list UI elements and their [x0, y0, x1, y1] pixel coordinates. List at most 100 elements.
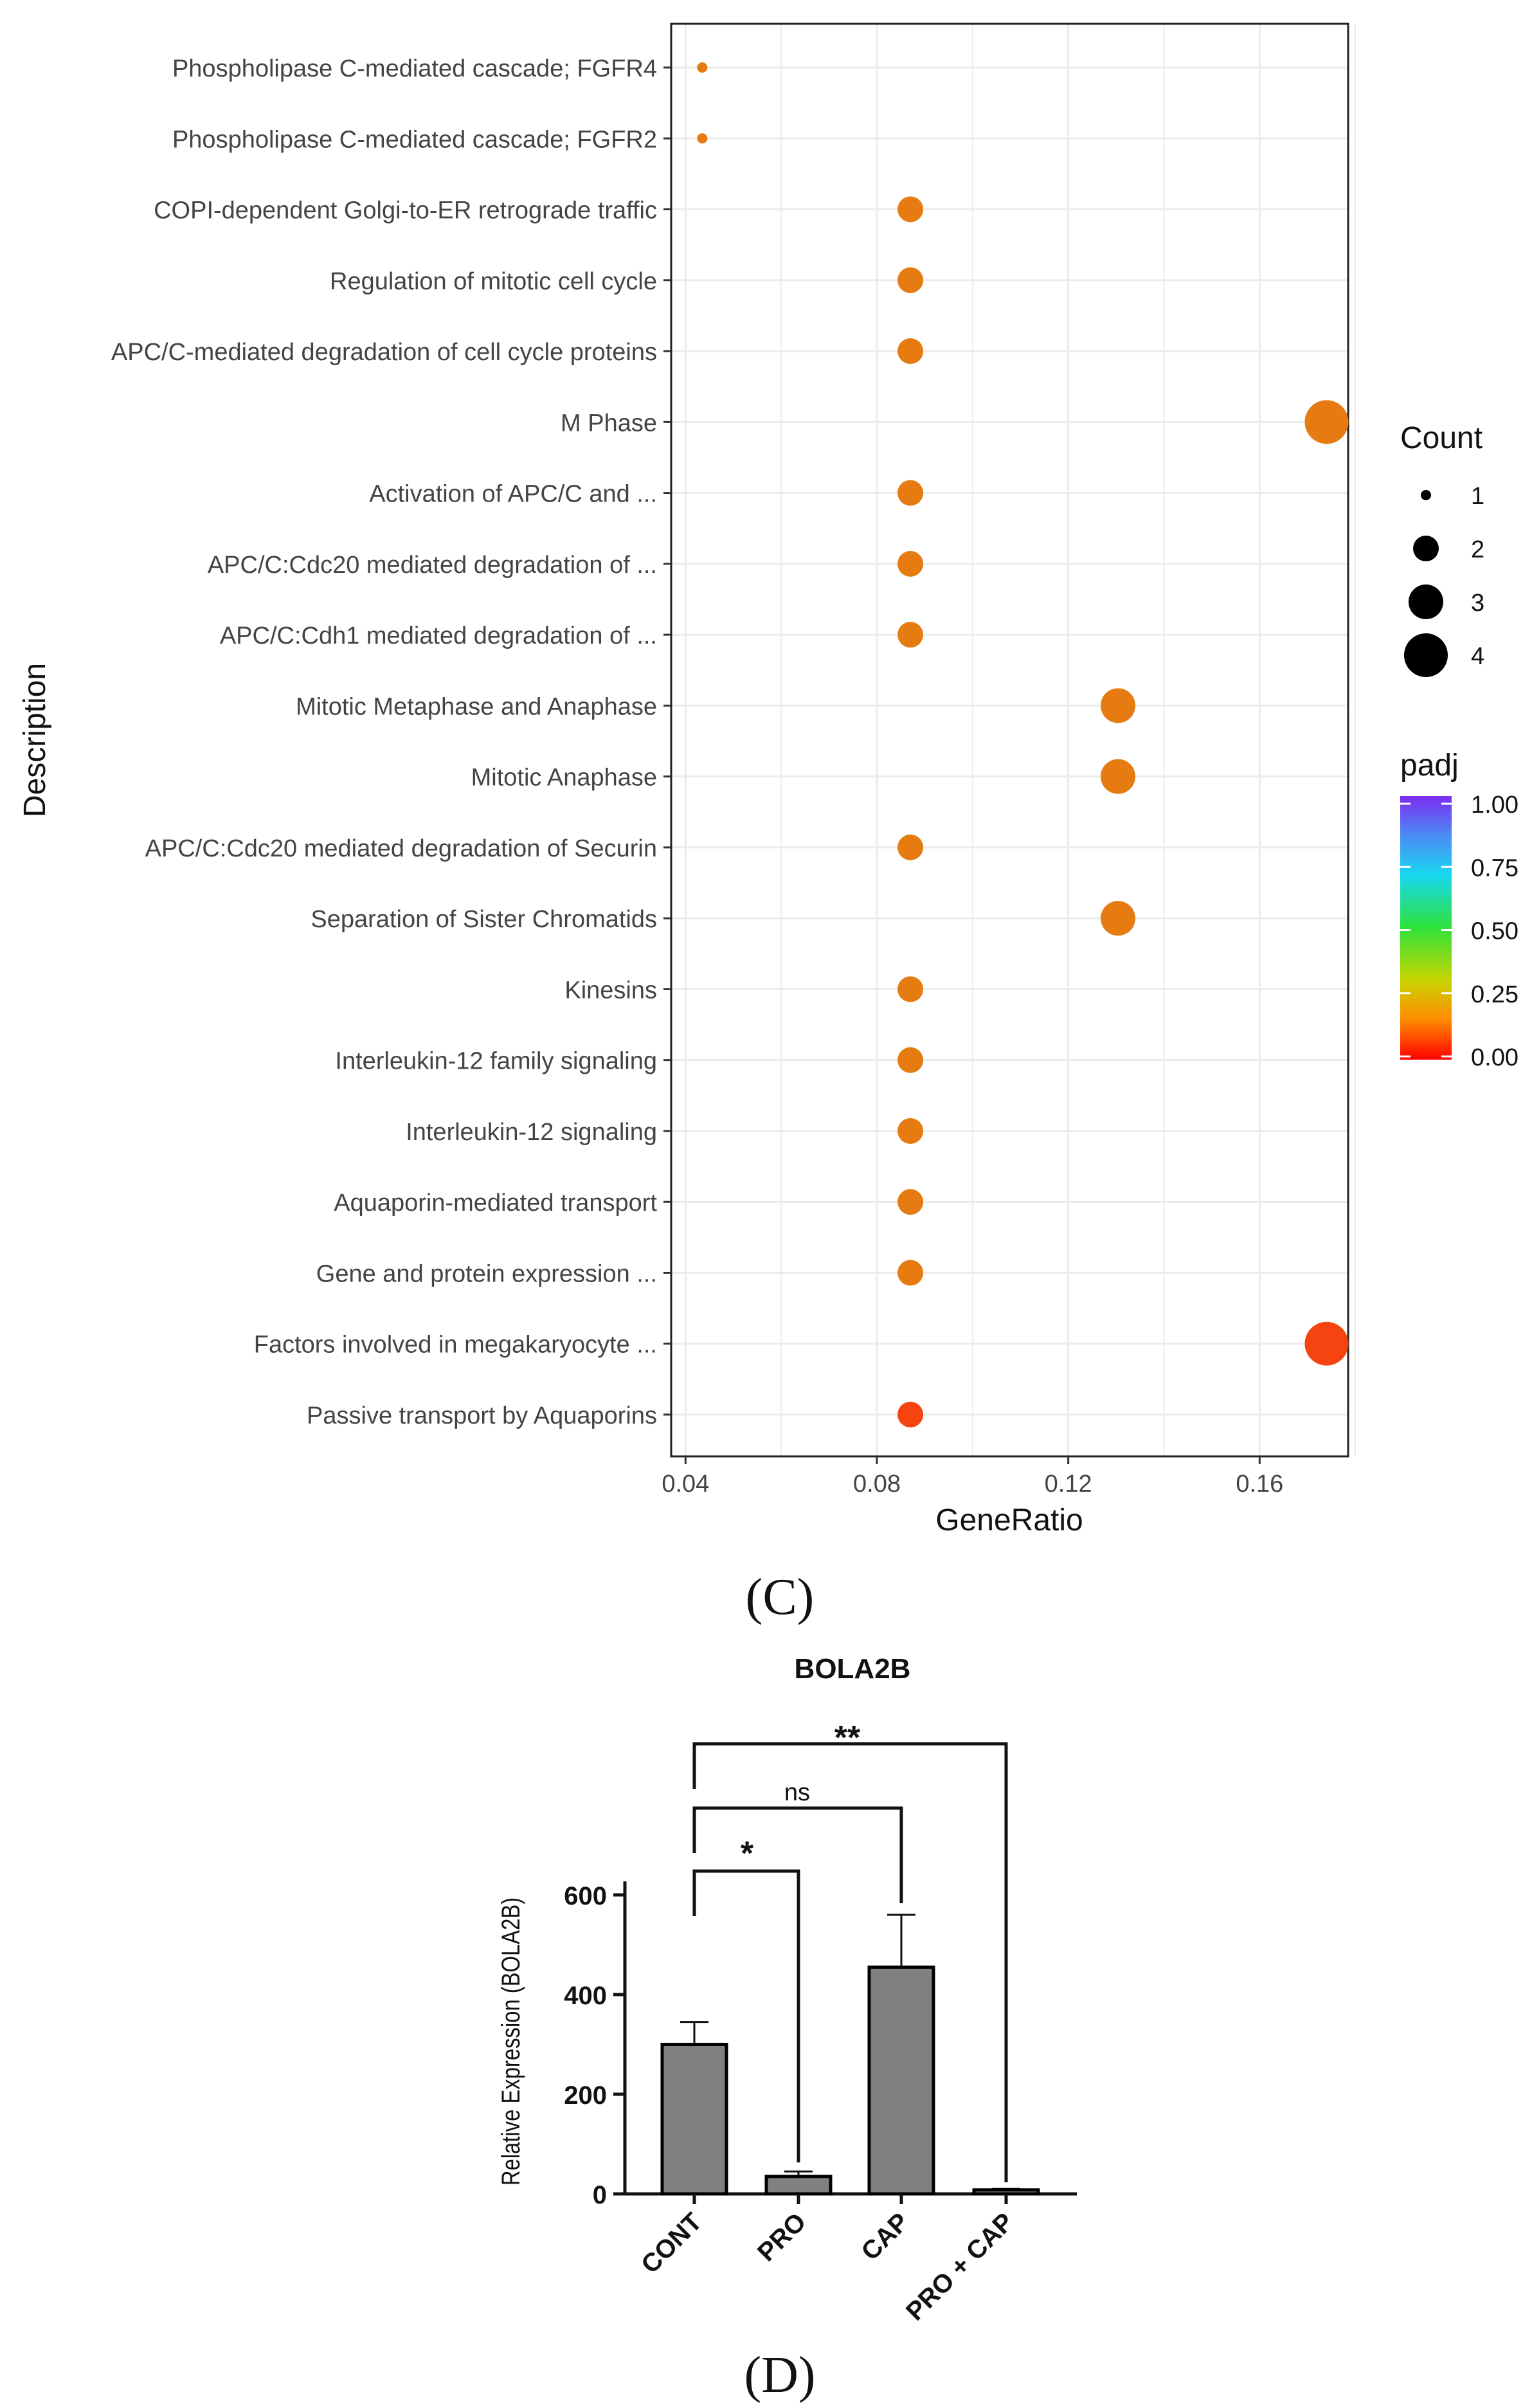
y-tick-label: Phospholipase C-mediated cascade; FGFR4	[172, 55, 657, 82]
count-legend-title: Count	[1400, 421, 1482, 455]
count-legend-dot	[1413, 536, 1439, 561]
padj-legend: padj 1.00 0.75 0.50 0.25 0.00	[1400, 748, 1518, 1071]
padj-tick-label: 1.00	[1471, 792, 1518, 819]
y-tick-label: Interleukin-12 family signaling	[335, 1048, 657, 1075]
data-point	[697, 62, 708, 73]
y-tick-label: Passive transport by Aquaporins	[307, 1402, 657, 1429]
y-tick-label: Factors involved in megakaryocyte ...	[254, 1332, 657, 1359]
padj-tick-label: 0.50	[1471, 918, 1518, 945]
dotplot-grid	[671, 24, 1356, 1456]
data-point	[897, 976, 924, 1002]
count-legend-dot	[1409, 584, 1443, 619]
y-tick-label: Mitotic Metaphase and Anaphase	[296, 693, 657, 720]
padj-legend-title: padj	[1400, 748, 1459, 783]
y-tick-label: Separation of Sister Chromatids	[311, 906, 657, 933]
x-tick-label: PRO + CAP	[901, 2207, 1019, 2326]
significance-bracket	[692, 1869, 800, 2163]
y-tick-label: Mitotic Anaphase	[471, 765, 657, 792]
y-tick-label: Phospholipase C-mediated cascade; FGFR2	[172, 126, 657, 153]
panel-label-d: (D)	[744, 2347, 815, 2403]
padj-tick-label: 0.75	[1471, 855, 1518, 882]
data-point	[897, 267, 924, 293]
data-point	[1101, 688, 1136, 723]
y-tick-label: 200	[564, 2081, 607, 2110]
bar	[764, 2175, 833, 2196]
count-legend-items: 1 2 3 4	[1404, 483, 1484, 677]
data-point	[897, 1402, 924, 1427]
count-legend-label: 1	[1471, 483, 1484, 510]
x-tick-label: CONT	[636, 2207, 707, 2279]
count-legend-label: 4	[1471, 643, 1484, 670]
y-tick-label: Aquaporin-mediated transport	[334, 1190, 657, 1217]
bar-chart-y-axis-title: Relative Expression (BOLA2B)	[496, 1897, 525, 2186]
dotplot-y-axis-title: Description	[18, 663, 52, 817]
x-tick-label: CAP	[856, 2207, 915, 2266]
y-tick-label: Regulation of mitotic cell cycle	[330, 268, 657, 295]
padj-tick-label: 0.25	[1471, 981, 1518, 1008]
bar	[660, 2043, 728, 2196]
y-tick-label: 600	[564, 1882, 607, 1910]
significance-label: *	[741, 1835, 754, 1872]
significance-label: ns	[784, 1779, 810, 1806]
significance-label: **	[834, 1719, 861, 1757]
panel-label-c: (C)	[746, 1569, 815, 1625]
x-tick-label: PRO	[752, 2207, 811, 2267]
y-tick-label: APC/C-mediated degradation of cell cycle…	[111, 339, 657, 366]
bar	[972, 2188, 1040, 2196]
padj-legend-ticks: 1.00 0.75 0.50 0.25 0.00	[1400, 792, 1518, 1071]
data-point	[897, 1118, 924, 1144]
data-point	[897, 1260, 924, 1286]
x-tick-label: 0.04	[662, 1471, 709, 1498]
y-tick-label: Interleukin-12 signaling	[406, 1119, 657, 1146]
y-tick-label: M Phase	[561, 410, 657, 437]
data-point	[897, 480, 924, 506]
dotplot-y-labels: Phospholipase C-mediated cascade; FGFR4 P…	[111, 55, 671, 1429]
data-point	[1304, 1321, 1349, 1366]
count-legend-dot	[1404, 633, 1448, 677]
dotplot-x-ticks: 0.04 0.08 0.12 0.16	[662, 1456, 1283, 1498]
significance-bracket	[692, 1806, 903, 1903]
data-point	[1101, 901, 1136, 936]
bar-chart-bars	[660, 1914, 1040, 2196]
y-tick-label: Activation of APC/C and ...	[369, 481, 657, 508]
dotplot-x-axis-title: GeneRatio	[935, 1503, 1083, 1537]
data-point	[897, 834, 924, 860]
padj-colorbar	[1400, 796, 1452, 1060]
data-point	[897, 550, 924, 577]
data-point	[897, 196, 924, 222]
y-tick-label: 0	[593, 2181, 607, 2209]
significance-bracket	[692, 1742, 1008, 2183]
y-tick-label: APC/C:Cdh1 mediated degradation of ...	[220, 622, 657, 649]
data-point	[897, 622, 924, 648]
data-point	[897, 1047, 924, 1073]
dotplot-frame	[670, 23, 1349, 1458]
data-point	[897, 1189, 924, 1215]
count-legend: Count 1 2 3 4	[1400, 421, 1484, 677]
count-legend-dot	[1421, 490, 1431, 500]
significance-brackets: * ns **	[692, 1719, 1008, 2183]
x-tick-label: 0.16	[1236, 1471, 1283, 1498]
padj-tick-label: 0.00	[1471, 1044, 1518, 1071]
dotplot-panel: Phospholipase C-mediated cascade; FGFR4 P…	[18, 23, 1518, 1537]
y-tick-label: 400	[564, 1982, 607, 2010]
y-tick-label: Kinesins	[564, 977, 657, 1004]
data-point	[897, 338, 924, 365]
x-tick-label: 0.12	[1045, 1471, 1092, 1498]
data-point	[1101, 759, 1136, 794]
bar-chart-y-axis: 0 200 400 600	[564, 1881, 1077, 2209]
count-legend-label: 2	[1471, 536, 1484, 563]
data-point	[1304, 400, 1349, 444]
y-tick-label: APC/C:Cdc20 mediated degradation of Secu…	[145, 835, 657, 862]
count-legend-label: 3	[1471, 590, 1484, 617]
bar-chart-panel: BOLA2B Relative Expression (BOLA2B) 0 200…	[496, 1653, 1077, 2326]
bar-chart-title: BOLA2B	[795, 1653, 911, 1685]
dotplot-points	[697, 62, 1349, 1427]
x-tick-label: 0.08	[853, 1471, 901, 1498]
data-point	[697, 133, 708, 144]
y-tick-label: COPI-dependent Golgi-to-ER retrograde tr…	[154, 197, 657, 224]
bar	[867, 1965, 935, 2196]
y-tick-label: Gene and protein expression ...	[316, 1260, 657, 1287]
y-tick-label: APC/C:Cdc20 mediated degradation of ...	[208, 552, 657, 579]
